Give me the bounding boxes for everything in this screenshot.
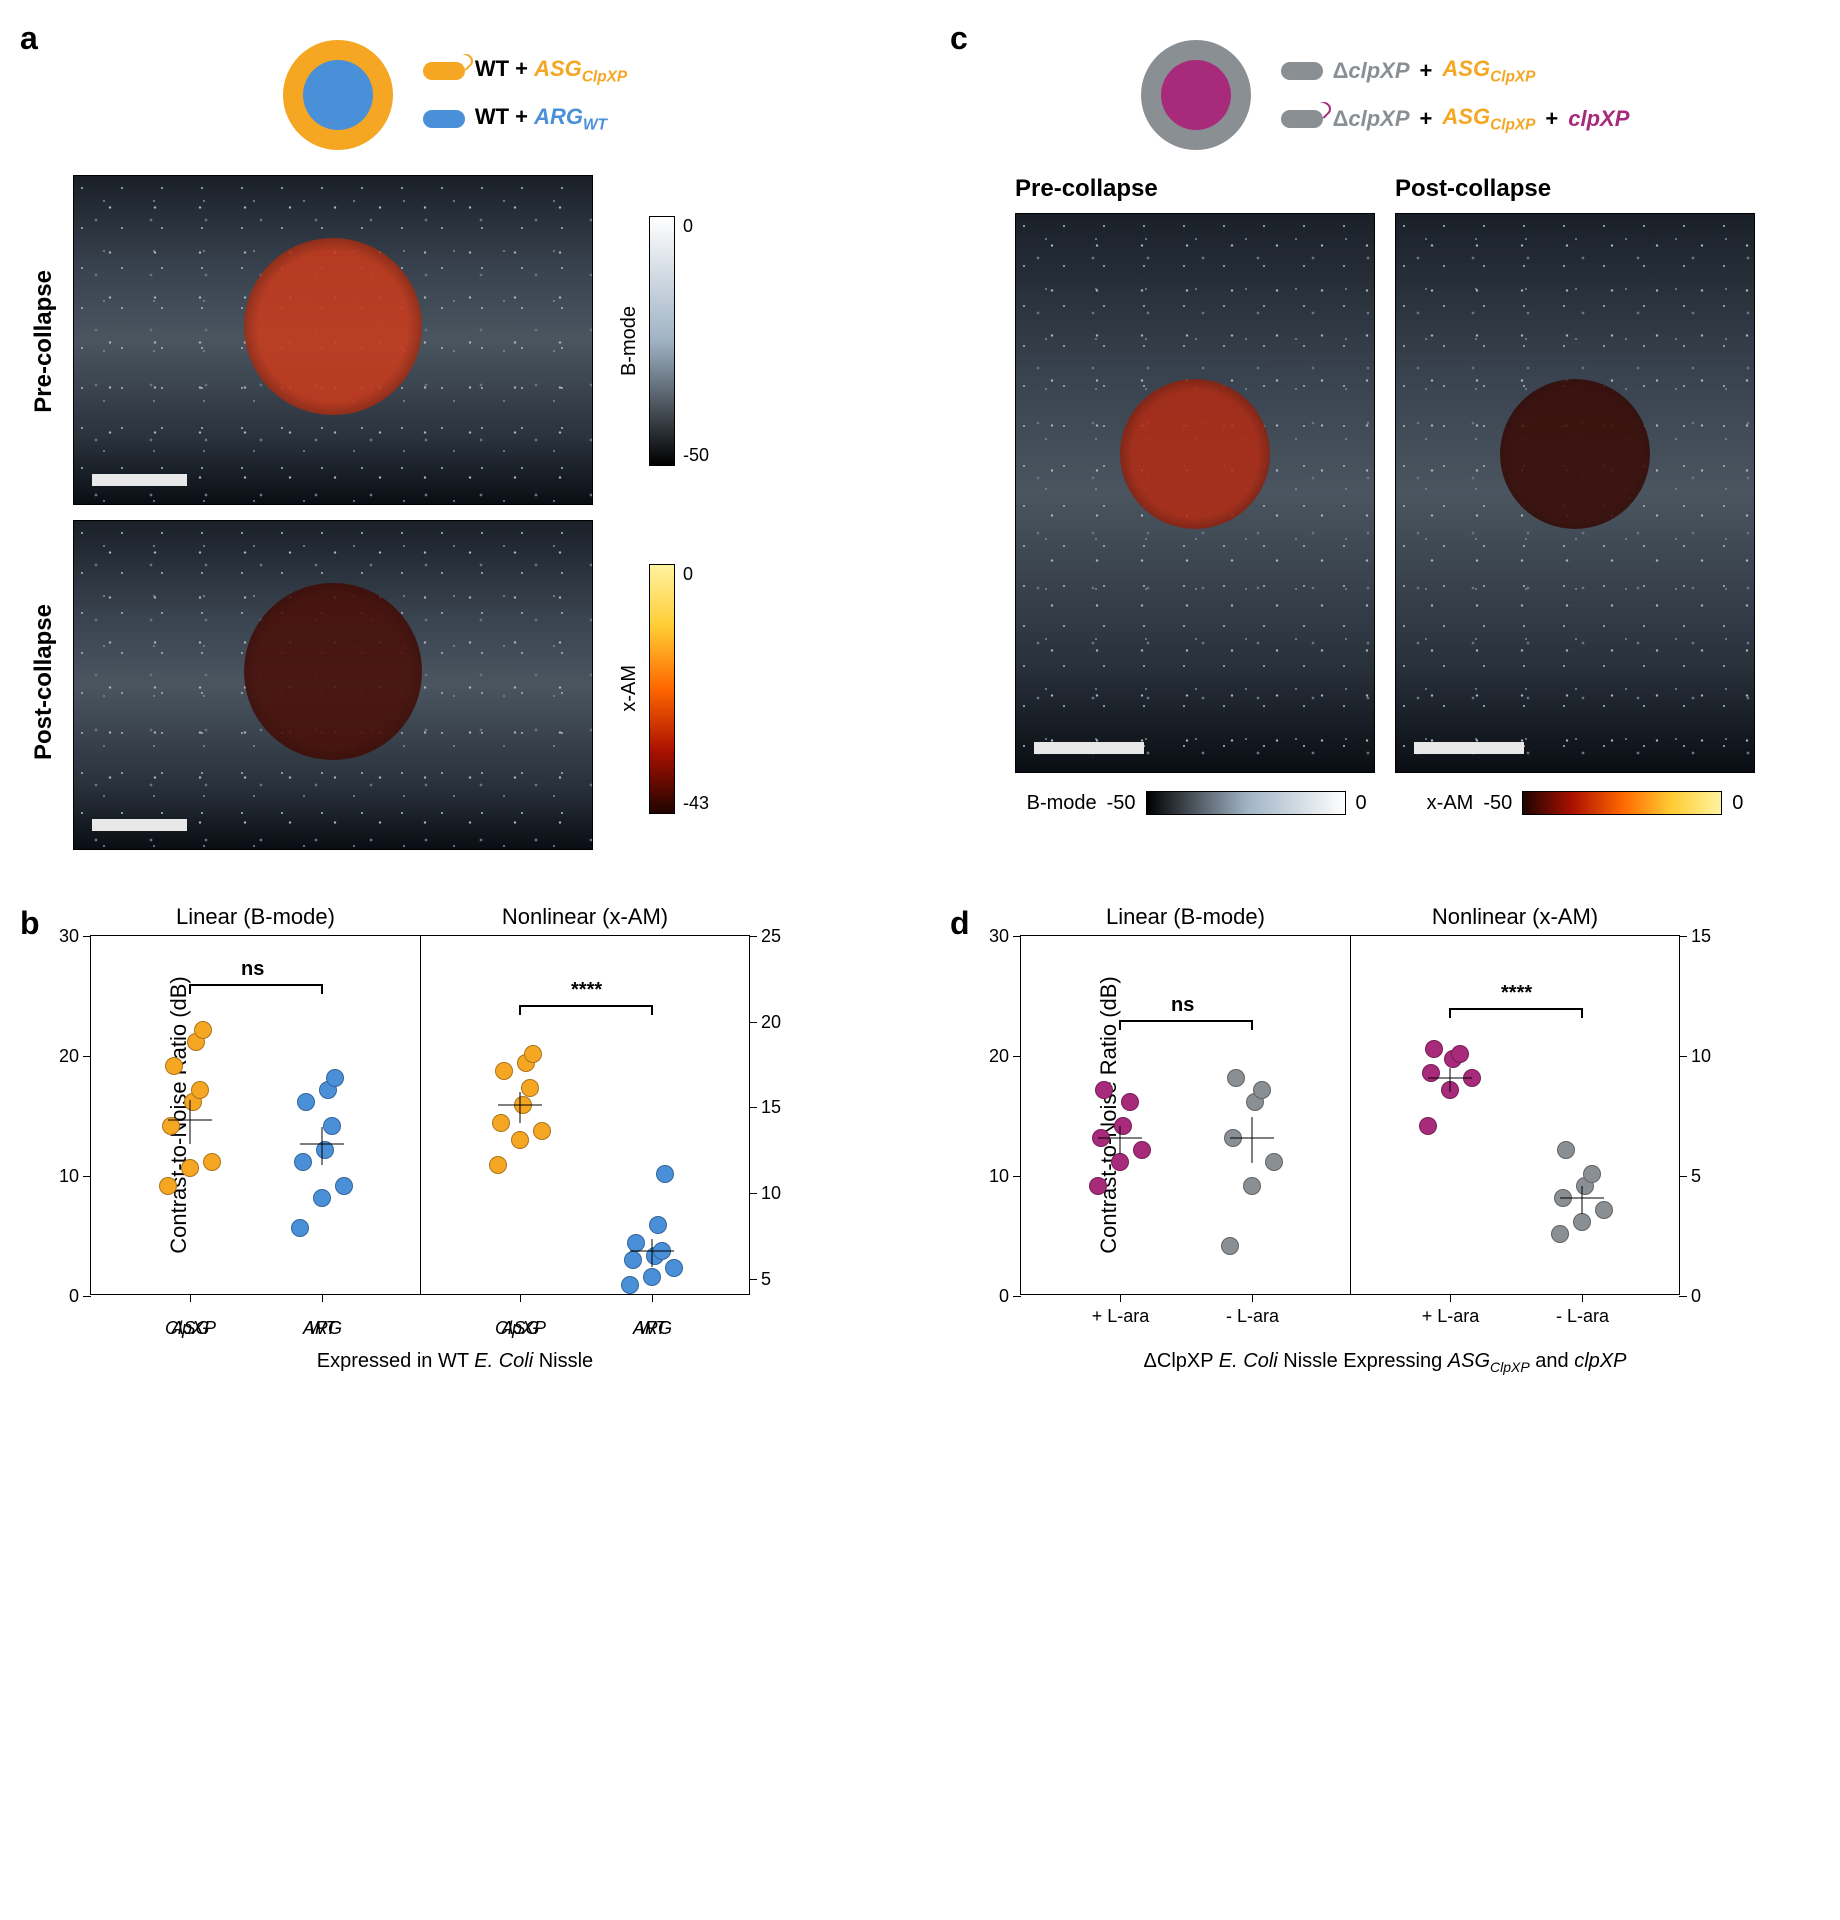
data-point — [1265, 1153, 1283, 1171]
label-post-collapse: Post-collapse — [1395, 175, 1755, 203]
data-point — [313, 1189, 331, 1207]
subplot-right: Nonlinear (x-AM)510152025ASGClpXPARGWT**… — [420, 935, 750, 1295]
data-point — [159, 1177, 177, 1195]
x-axis-caption-b: Expressed in WT E. Coli Nissle — [30, 1350, 880, 1373]
x-axis-caption-d: ΔClpXP E. Coli Nissle Expressing ASGClpX… — [960, 1350, 1810, 1375]
schematic-c-row1: ΔclpXP + ASGClpXP — [1281, 56, 1630, 86]
data-point — [291, 1219, 309, 1237]
schematic-c-row2: ΔclpXP + ASGClpXP + clpXP — [1281, 104, 1630, 134]
plot-d: Contrast-to-Noise Ratio (dB) Linear (B-m… — [1020, 935, 1810, 1295]
data-point — [492, 1114, 510, 1132]
data-point — [489, 1156, 507, 1174]
data-point — [1557, 1141, 1575, 1159]
data-point — [294, 1153, 312, 1171]
schematic-c-ring — [1141, 40, 1251, 150]
plot-b: Contrast-to-Noise Ratio (dB) Linear (B-m… — [90, 935, 880, 1295]
us-image-c-post — [1395, 213, 1755, 773]
label-post-collapse: Post-collapse — [30, 604, 58, 760]
data-point — [1451, 1045, 1469, 1063]
figure-grid: a WT + ASGClpXP WT + ARGWT Pre-collapse — [30, 30, 1810, 1375]
colorbar-bmode-h: B-mode -50 0 — [1027, 791, 1367, 815]
data-point — [194, 1021, 212, 1039]
data-point — [1253, 1081, 1271, 1099]
data-point — [511, 1131, 529, 1149]
data-point — [1133, 1141, 1151, 1159]
data-point — [495, 1062, 513, 1080]
data-point — [1583, 1165, 1601, 1183]
panel-b: b Contrast-to-Noise Ratio (dB) Linear (B… — [30, 915, 880, 1375]
data-point — [1573, 1213, 1591, 1231]
data-point — [191, 1081, 209, 1099]
scalebar — [92, 474, 187, 486]
data-point — [297, 1093, 315, 1111]
data-point — [1114, 1117, 1132, 1135]
data-point — [665, 1259, 683, 1277]
data-point — [1419, 1117, 1437, 1135]
label-pre-collapse: Pre-collapse — [1015, 175, 1375, 203]
data-point — [524, 1045, 542, 1063]
data-point — [621, 1276, 639, 1294]
data-point — [203, 1153, 221, 1171]
subplot-left: Linear (B-mode)0102030ASGClpXPARGWTns — [90, 935, 420, 1295]
data-point — [1221, 1237, 1239, 1255]
colorbar-bmode: B-mode 0-50 — [618, 216, 709, 466]
schematic-a-row2: WT + ARGWT — [423, 104, 627, 134]
data-point — [533, 1122, 551, 1140]
scalebar — [92, 819, 187, 831]
data-point — [1551, 1225, 1569, 1243]
data-point — [521, 1079, 539, 1097]
data-point — [627, 1234, 645, 1252]
us-image-c-pre — [1015, 213, 1375, 773]
schematic-a: WT + ASGClpXP WT + ARGWT — [30, 40, 880, 150]
data-point — [165, 1057, 183, 1075]
data-point — [1425, 1040, 1443, 1058]
data-point — [656, 1165, 674, 1183]
colorbar-xam-h: x-AM -50 0 — [1427, 791, 1744, 815]
panel-a-images: Pre-collapse Post-collapse B-mode 0-50 — [30, 175, 880, 855]
data-point — [1111, 1153, 1129, 1171]
data-point — [643, 1268, 661, 1286]
data-point — [1227, 1069, 1245, 1087]
schematic-c: ΔclpXP + ASGClpXP ΔclpXP + ASGClpXP + cl… — [960, 40, 1810, 150]
data-point — [649, 1216, 667, 1234]
scalebar — [1414, 742, 1524, 754]
data-point — [335, 1177, 353, 1195]
panel-d: d Contrast-to-Noise Ratio (dB) Linear (B… — [960, 915, 1810, 1375]
us-image-a-post — [73, 520, 593, 850]
data-point — [323, 1117, 341, 1135]
panel-c-images: Pre-collapse Post-collapse B-mode -50 0 — [960, 175, 1810, 815]
label-pre-collapse: Pre-collapse — [30, 270, 58, 413]
panel-c-label: c — [950, 20, 968, 57]
panel-b-label: b — [20, 905, 40, 942]
subplot-right: Nonlinear (x-AM)051015+ L-ara- L-ara**** — [1350, 935, 1680, 1295]
data-point — [326, 1069, 344, 1087]
schematic-a-row1: WT + ASGClpXP — [423, 56, 627, 86]
scalebar — [1034, 742, 1144, 754]
data-point — [181, 1159, 199, 1177]
data-point — [624, 1251, 642, 1269]
panel-a: a WT + ASGClpXP WT + ARGWT Pre-collapse — [30, 30, 880, 855]
data-point — [1422, 1064, 1440, 1082]
data-point — [1595, 1201, 1613, 1219]
panel-a-label: a — [20, 20, 38, 57]
data-point — [1243, 1177, 1261, 1195]
subplot-left: Linear (B-mode)0102030+ L-ara- L-arans — [1020, 935, 1350, 1295]
data-point — [1095, 1081, 1113, 1099]
schematic-a-ring — [283, 40, 393, 150]
data-point — [1121, 1093, 1139, 1111]
panel-d-label: d — [950, 905, 970, 942]
colorbar-xam: x-AM 0-43 — [618, 564, 709, 814]
us-image-a-pre — [73, 175, 593, 505]
panel-c: c ΔclpXP + ASGClpXP ΔclpXP + ASGClpXP + … — [960, 30, 1810, 855]
data-point — [1089, 1177, 1107, 1195]
